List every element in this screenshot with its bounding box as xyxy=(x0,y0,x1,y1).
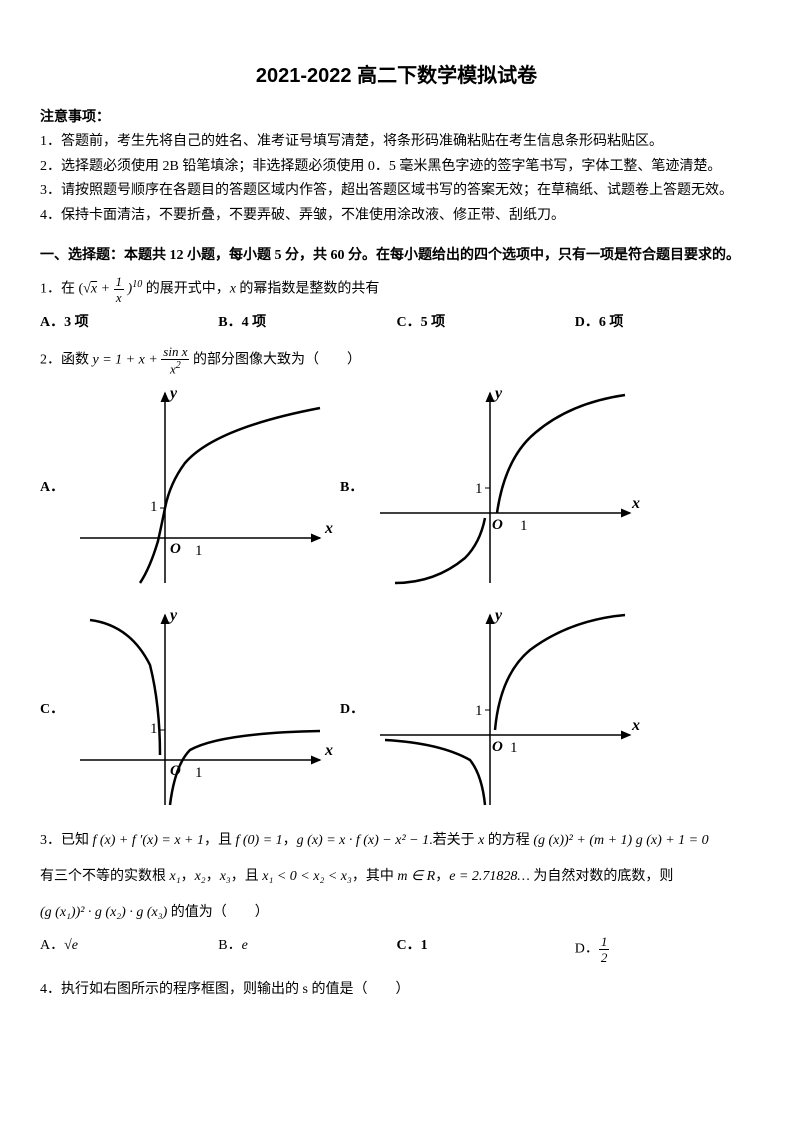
q1-option-a: A．3 项 xyxy=(40,312,218,334)
question-4: 4．执行如右图所示的程序框图，则输出的 s 的值是（ ） xyxy=(40,976,753,1004)
q3-l1-b: ，且 xyxy=(204,833,236,848)
q2-stem-pre: 2．函数 xyxy=(40,352,93,367)
q3-d-num: 1 xyxy=(599,935,610,950)
q3-x3: x₃ xyxy=(220,869,231,884)
svg-text:y: y xyxy=(168,607,178,624)
q3-d-label: D． xyxy=(575,942,599,957)
q2-label-a: A． xyxy=(40,477,70,499)
q3-s1: ， xyxy=(181,869,195,884)
q1-option-c: C．5 项 xyxy=(397,312,575,334)
q2-frac: sin xx2 xyxy=(161,345,189,375)
q1-stem-post: 的幂指数是整数的共有 xyxy=(236,282,380,297)
q2-label-c: C． xyxy=(40,699,70,721)
svg-text:x: x xyxy=(324,742,333,759)
q3-expr: (g (x₁))² · g (x₂) · g (x₃) xyxy=(40,905,167,920)
notice-heading: 注意事项： xyxy=(40,107,753,129)
q3-eval: e = 2.71828… xyxy=(449,869,530,884)
q3-l2-pre: 有三个不等的实数根 xyxy=(40,869,170,884)
q3-l2-post: 为自然对数的底数，则 xyxy=(530,869,674,884)
q2-label-d: D． xyxy=(340,699,370,721)
q1-plus: + xyxy=(97,282,113,297)
q3-option-c: C．1 xyxy=(397,935,575,964)
svg-text:x: x xyxy=(631,717,640,734)
q3-option-d: D．12 xyxy=(575,935,753,964)
svg-text:1: 1 xyxy=(475,481,483,497)
q3-l3-post: 的值为（ ） xyxy=(167,905,269,920)
q2-stem-post: 的部分图像大致为（ ） xyxy=(193,352,361,367)
q1-sqrt: √x xyxy=(83,282,97,297)
graph-row-cd: C． x y O 1 1 D． x y O 1 1 xyxy=(40,605,753,815)
q1-stem-mid: 的展开式中， xyxy=(142,282,230,297)
notice-2: 2．选择题必须使用 2B 铅笔填涂；非选择题必须使用 0．5 毫米黑色字迹的签字… xyxy=(40,156,753,178)
q3-e: ， xyxy=(435,869,449,884)
q3-cond: ，且 xyxy=(231,869,263,884)
graph-row-ab: A． x y O 1 1 B． x y O 1 1 xyxy=(40,383,753,593)
q3-x2: x₂ xyxy=(195,869,206,884)
q3-option-b: B．e xyxy=(218,935,396,964)
q3-d-frac: 12 xyxy=(599,935,610,964)
question-3: 3．已知 f (x) + f ′(x) = x + 1，且 f (0) = 1，… xyxy=(40,827,753,855)
svg-text:O: O xyxy=(492,739,503,755)
svg-text:x: x xyxy=(631,495,640,512)
q3-ineq: x₁ < 0 < x₂ < x₃ xyxy=(262,869,352,884)
q2-graph-a: x y O 1 1 xyxy=(70,383,340,593)
svg-text:1: 1 xyxy=(195,765,203,781)
svg-text:1: 1 xyxy=(510,740,518,756)
q2-graph-c: x y O 1 1 xyxy=(70,605,340,815)
q1-exp: 10 xyxy=(132,279,142,290)
q3-l1-h: 的方程 xyxy=(484,833,533,848)
svg-text:1: 1 xyxy=(475,703,483,719)
q3-a-val: √e xyxy=(64,938,78,953)
q1-frac: 1x xyxy=(114,275,125,304)
q2-graph-d: x y O 1 1 xyxy=(370,605,640,815)
q1-options: A．3 项 B．4 项 C．5 项 D．6 项 xyxy=(40,312,753,334)
notice-3: 3．请按照题号顺序在各题目的答题区域内作答，超出答题区域书写的答案无效；在草稿纸… xyxy=(40,180,753,202)
q3-mR: m ∈ R xyxy=(397,869,435,884)
q3-option-a: A．√e xyxy=(40,935,218,964)
page-title: 2021-2022 高二下数学模拟试卷 xyxy=(40,60,753,92)
q1-stem-pre: 1．在 ( xyxy=(40,282,83,297)
section-1-heading: 一、选择题：本题共 12 小题，每小题 5 分，共 60 分。在每小题给出的四个… xyxy=(40,245,753,267)
q3-a-label: A． xyxy=(40,938,64,953)
q1-option-d: D．6 项 xyxy=(575,312,753,334)
svg-text:1: 1 xyxy=(150,721,158,737)
q3-d-den: 2 xyxy=(599,950,610,964)
question-2: 2．函数 y = 1 + x + sin xx2 的部分图像大致为（ ） xyxy=(40,345,753,375)
q1-paren: ) xyxy=(124,282,132,297)
notice-4: 4．保持卡面清洁，不要折叠，不要弄破、弄皱，不准使用涂改液、修正带、刮纸刀。 xyxy=(40,205,753,227)
q3-options: A．√e B．e C．1 D．12 xyxy=(40,935,753,964)
q3-l1-pre: 3．已知 xyxy=(40,833,93,848)
question-1: 1．在 (√x + 1x )10 的展开式中，x 的幂指数是整数的共有 xyxy=(40,275,753,304)
svg-text:1: 1 xyxy=(520,518,528,534)
q3-l1-a: f (x) + f ′(x) = x + 1 xyxy=(93,833,204,848)
q2-graph-b: x y O 1 1 xyxy=(370,383,640,593)
q3-b-label: B． xyxy=(218,938,241,953)
q2-formula: y = 1 + x + xyxy=(93,352,158,367)
q1-option-b: B．4 项 xyxy=(218,312,396,334)
q2-frac-den: x2 xyxy=(161,360,189,375)
q3-l1-e: g (x) = x · f (x) − x² − 1 xyxy=(297,833,429,848)
question-3-line2: 有三个不等的实数根 x₁，x₂，x₃，且 x₁ < 0 < x₂ < x₃，其中… xyxy=(40,863,753,891)
svg-text:1: 1 xyxy=(150,499,158,515)
q3-l1-i: (g (x))² + (m + 1) g (x) + 1 = 0 xyxy=(533,833,708,848)
svg-text:O: O xyxy=(492,517,503,533)
q3-l1-f: .若关于 xyxy=(429,833,478,848)
svg-text:y: y xyxy=(168,385,178,402)
question-3-line3: (g (x₁))² · g (x₂) · g (x₃) 的值为（ ） xyxy=(40,899,753,927)
svg-text:1: 1 xyxy=(195,543,203,559)
svg-text:O: O xyxy=(170,541,181,557)
q3-m: ，其中 xyxy=(352,869,398,884)
q3-l1-d: ， xyxy=(283,833,297,848)
svg-text:y: y xyxy=(493,385,503,402)
q3-b-val: e xyxy=(242,938,248,953)
notice-1: 1．答题前，考生先将自己的姓名、准考证号填写清楚，将条形码准确粘贴在考生信息条形… xyxy=(40,131,753,153)
svg-text:y: y xyxy=(493,607,503,624)
q3-x1: x₁ xyxy=(170,869,181,884)
q3-l1-c: f (0) = 1 xyxy=(235,833,282,848)
q2-frac-num: sin x xyxy=(161,345,189,360)
q3-s2: ， xyxy=(206,869,220,884)
svg-text:x: x xyxy=(324,520,333,537)
q2-label-b: B． xyxy=(340,477,370,499)
